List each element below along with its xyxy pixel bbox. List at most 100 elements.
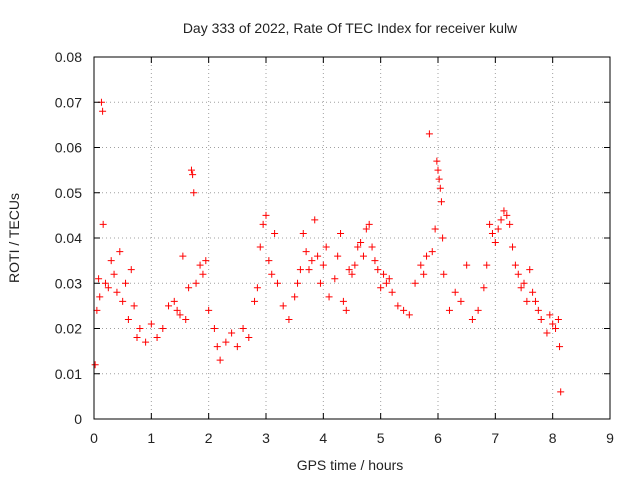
x-tick-label: 4 — [319, 430, 327, 446]
data-point — [331, 275, 339, 283]
data-point — [503, 211, 511, 219]
y-tick-label: 0.07 — [55, 94, 82, 110]
data-point — [394, 302, 402, 310]
data-point — [334, 252, 342, 260]
data-point — [437, 198, 445, 206]
data-point — [557, 388, 565, 396]
data-point — [279, 302, 287, 310]
data-point — [233, 343, 241, 351]
data-point — [423, 252, 431, 260]
data-point — [480, 284, 488, 292]
data-point — [428, 248, 436, 256]
data-point — [251, 297, 259, 305]
data-point — [362, 225, 370, 233]
data-point — [96, 293, 104, 301]
data-point — [433, 157, 441, 165]
data-point — [259, 220, 267, 228]
data-point — [311, 216, 319, 224]
data-point — [182, 315, 190, 323]
data-point — [385, 275, 393, 283]
y-tick-label: 0.01 — [55, 366, 82, 382]
y-tick-label: 0 — [74, 411, 82, 427]
data-point — [345, 266, 353, 274]
plot-frame — [93, 56, 611, 420]
data-point — [228, 329, 236, 337]
data-point — [99, 107, 107, 115]
data-point — [531, 297, 539, 305]
data-point — [133, 334, 141, 342]
data-point — [486, 220, 494, 228]
data-point — [511, 261, 519, 269]
data-point — [147, 320, 155, 328]
data-point — [119, 297, 127, 305]
data-point — [420, 270, 428, 278]
data-point — [153, 334, 161, 342]
data-point — [291, 293, 299, 301]
x-axis-label: GPS time / hours — [297, 457, 404, 473]
data-point — [202, 257, 210, 265]
data-point — [265, 257, 273, 265]
data-point — [445, 306, 453, 314]
data-point — [285, 315, 293, 323]
data-point — [302, 248, 310, 256]
data-point — [348, 270, 356, 278]
y-tick-label: 0.08 — [55, 49, 82, 65]
data-point — [351, 261, 359, 269]
data-point — [405, 311, 413, 319]
data-point — [491, 239, 499, 247]
data-point — [245, 334, 253, 342]
data-point — [337, 229, 345, 237]
data-point — [556, 343, 564, 351]
x-tick-label: 2 — [205, 430, 213, 446]
y-tick-label: 0.05 — [55, 185, 82, 201]
data-point — [543, 329, 551, 337]
x-tick-label: 3 — [262, 430, 270, 446]
data-point — [213, 343, 221, 351]
data-point — [500, 207, 508, 215]
data-point — [253, 284, 261, 292]
x-tick-label: 0 — [90, 430, 98, 446]
data-point — [359, 252, 367, 260]
data-point — [488, 229, 496, 237]
data-point — [537, 315, 545, 323]
data-point — [534, 306, 542, 314]
data-point — [382, 279, 390, 287]
data-point — [388, 288, 396, 296]
data-point — [325, 293, 333, 301]
data-point — [273, 279, 281, 287]
data-point — [305, 266, 313, 274]
data-point — [205, 306, 213, 314]
y-tick-label: 0.06 — [55, 140, 82, 156]
data-point — [271, 229, 279, 237]
data-point — [239, 325, 247, 332]
y-tick-label: 0.03 — [55, 275, 82, 291]
data-point — [179, 252, 187, 260]
data-point — [339, 297, 347, 305]
data-point — [170, 297, 178, 305]
data-point — [124, 315, 132, 323]
data-point — [136, 325, 144, 332]
data-point — [319, 261, 327, 269]
data-point — [99, 220, 107, 228]
data-point — [400, 306, 408, 314]
data-point — [554, 315, 562, 323]
data-point — [371, 257, 379, 265]
data-point — [354, 243, 362, 251]
plot-grid — [94, 57, 610, 419]
x-tick-label: 5 — [377, 430, 385, 446]
data-point — [101, 279, 109, 287]
data-point — [110, 270, 118, 278]
data-point — [91, 361, 99, 369]
axis-ticks — [93, 56, 611, 420]
data-point — [520, 279, 528, 287]
y-tick-label: 0.02 — [55, 321, 82, 337]
data-point — [122, 279, 130, 287]
data-point — [468, 315, 476, 323]
data-point — [451, 288, 459, 296]
data-point — [546, 311, 554, 319]
x-tick-label: 6 — [434, 430, 442, 446]
data-point — [517, 284, 525, 292]
data-point — [552, 325, 560, 332]
data-point — [497, 216, 505, 224]
